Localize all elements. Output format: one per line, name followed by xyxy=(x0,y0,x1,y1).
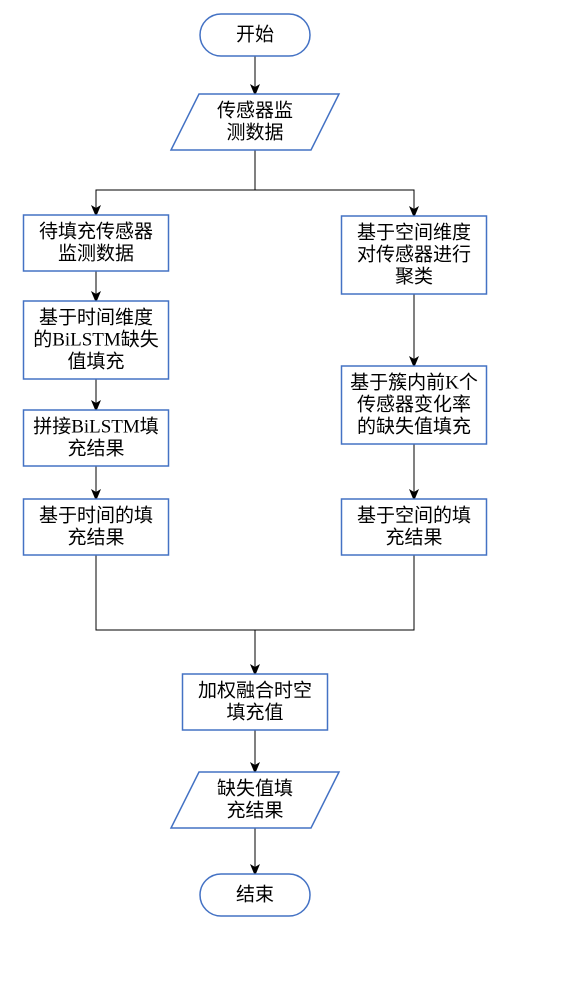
node-l3-line-1: 充结果 xyxy=(67,437,124,459)
node-r2-line-0: 基于簇内前K个 xyxy=(350,371,478,393)
node-sensor-line-0: 传感器监 xyxy=(217,99,293,121)
node-l4-line-1: 充结果 xyxy=(67,526,124,548)
node-r3-line-1: 充结果 xyxy=(385,526,442,548)
node-r3-line-0: 基于空间的填 xyxy=(357,504,471,526)
node-start-line-0: 开始 xyxy=(236,23,274,45)
node-r2: 基于簇内前K个传感器变化率的缺失值填充 xyxy=(342,366,487,444)
node-r2-line-2: 的缺失值填充 xyxy=(357,415,471,437)
edge-1 xyxy=(96,150,255,215)
node-out-line-0: 缺失值填 xyxy=(217,777,293,799)
node-out-line-1: 充结果 xyxy=(226,799,283,821)
node-l4: 基于时间的填充结果 xyxy=(24,499,169,555)
node-l2-line-2: 值填充 xyxy=(67,350,124,372)
node-l2-line-1: 的BiLSTM缺失 xyxy=(33,328,159,350)
node-sensor: 传感器监测数据 xyxy=(171,94,339,150)
node-merge-line-0: 加权融合时空 xyxy=(198,679,312,701)
node-merge: 加权融合时空填充值 xyxy=(183,674,328,730)
node-l2-line-0: 基于时间维度 xyxy=(39,306,153,328)
node-sensor-line-1: 测数据 xyxy=(226,121,283,143)
node-merge-line-1: 填充值 xyxy=(226,701,283,723)
node-r2-line-1: 传感器变化率 xyxy=(357,393,471,415)
node-r3: 基于空间的填充结果 xyxy=(342,499,487,555)
node-r1-line-2: 聚类 xyxy=(395,265,433,287)
node-l1-line-0: 待填充传感器 xyxy=(39,220,153,242)
node-l1-line-1: 监测数据 xyxy=(58,242,134,264)
node-l1: 待填充传感器监测数据 xyxy=(24,215,169,271)
node-end: 结束 xyxy=(200,874,310,916)
node-l3-line-0: 拼接BiLSTM填 xyxy=(33,415,159,437)
node-l3: 拼接BiLSTM填充结果 xyxy=(24,410,169,466)
node-l4-line-0: 基于时间的填 xyxy=(39,504,153,526)
edge-2 xyxy=(255,150,414,216)
node-r1-line-0: 基于空间维度 xyxy=(357,221,471,243)
node-l2: 基于时间维度的BiLSTM缺失值填充 xyxy=(24,301,169,379)
node-r1: 基于空间维度对传感器进行聚类 xyxy=(342,216,487,294)
flowchart-canvas: 开始传感器监测数据待填充传感器监测数据基于时间维度的BiLSTM缺失值填充拼接B… xyxy=(0,0,567,1000)
node-out: 缺失值填充结果 xyxy=(171,772,339,828)
edge-8 xyxy=(96,555,255,674)
node-end-line-0: 结束 xyxy=(236,883,274,905)
node-r1-line-1: 对传感器进行 xyxy=(357,243,471,265)
node-start: 开始 xyxy=(200,14,310,56)
edge-9 xyxy=(255,555,414,674)
